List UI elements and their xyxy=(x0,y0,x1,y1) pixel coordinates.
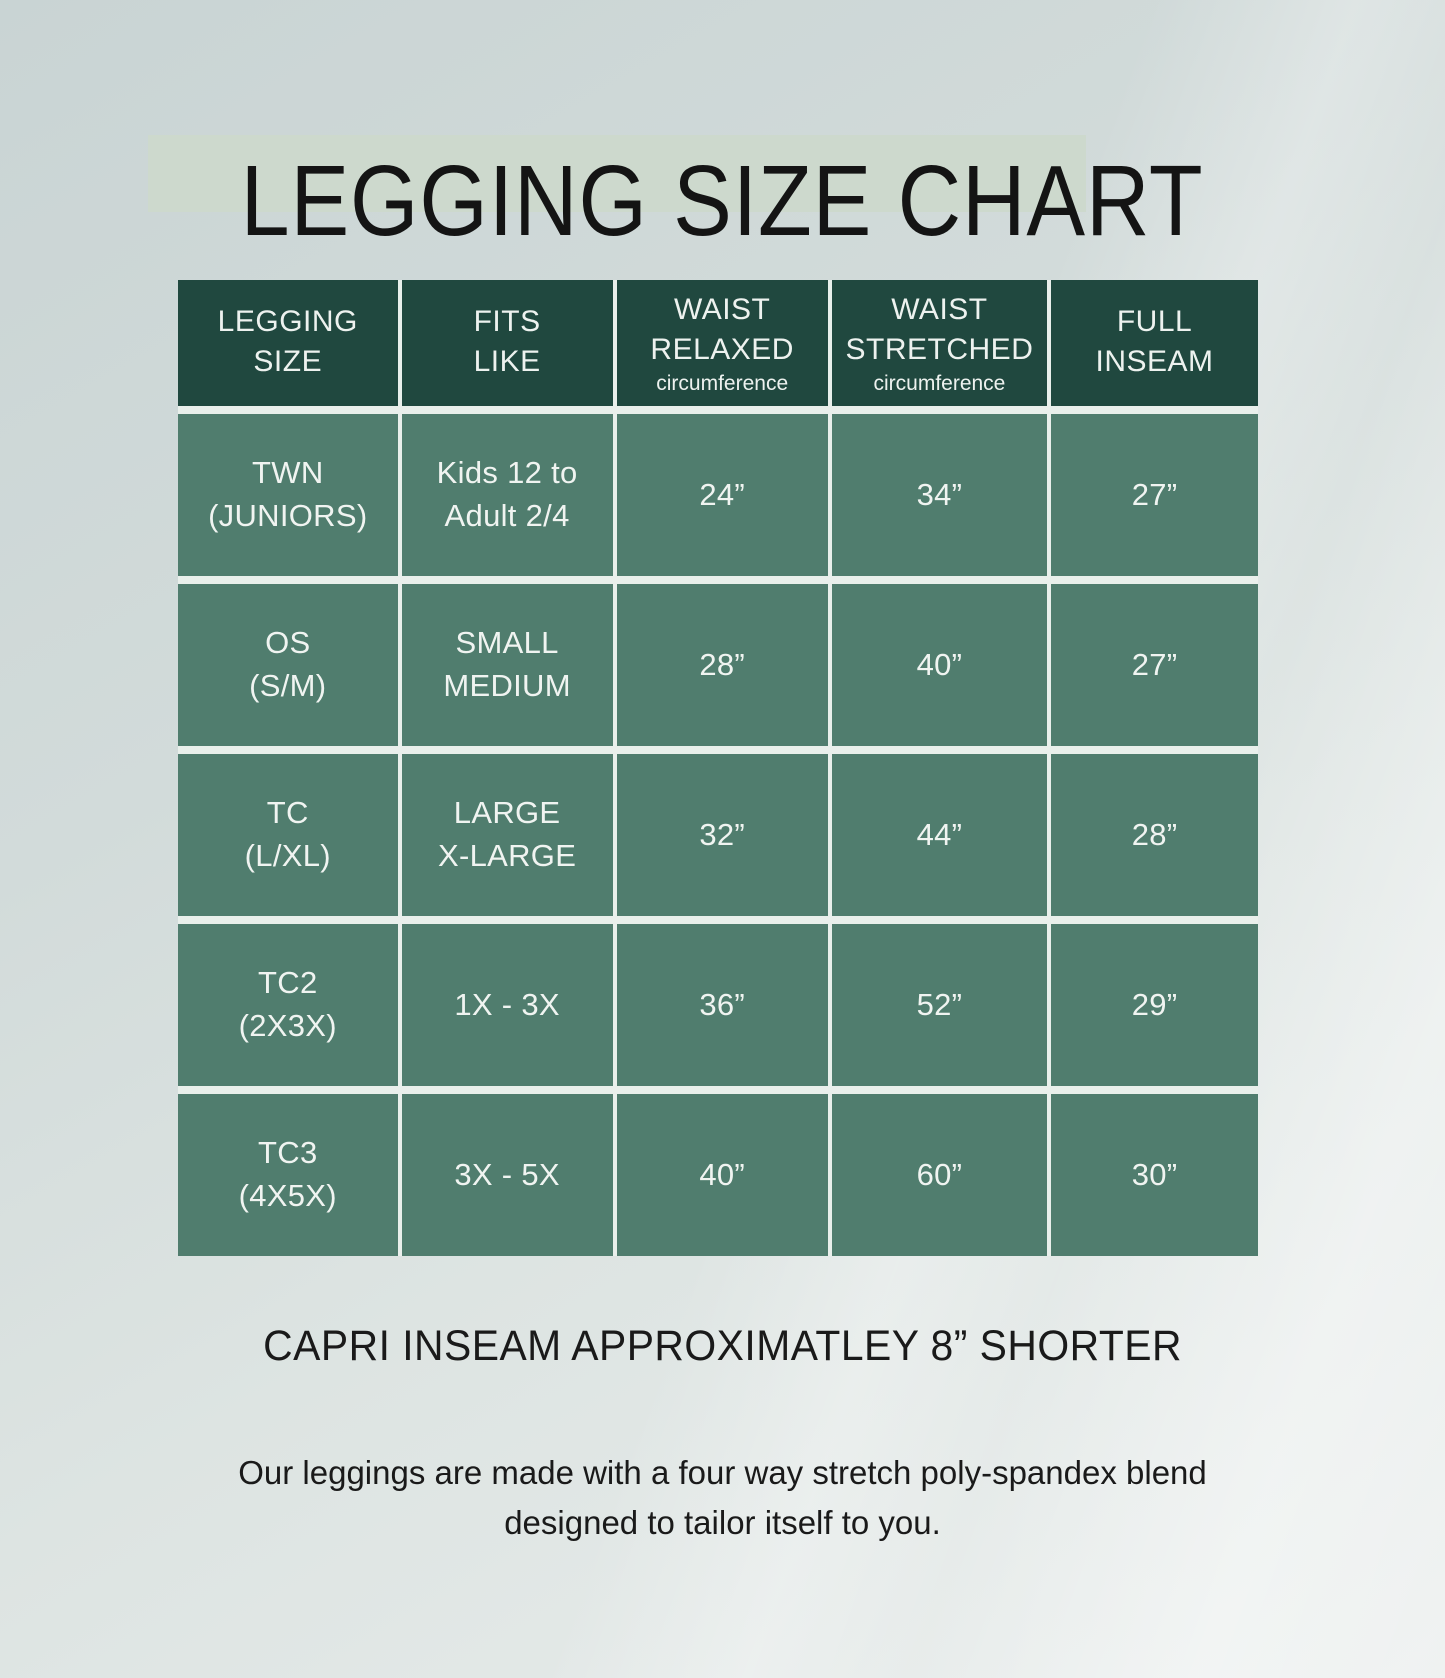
cell-waist-relaxed: 36” xyxy=(616,924,828,1086)
page-title: LEGGING SIZE CHART xyxy=(0,151,1445,251)
cell-waist-relaxed: 32” xyxy=(616,754,828,916)
cell-legging-size: OS (S/M) xyxy=(178,584,398,746)
cell-waist-stretched: 40” xyxy=(831,584,1048,746)
cell-full-inseam: 27” xyxy=(1051,584,1258,746)
cell-waist-relaxed: 40” xyxy=(616,1094,828,1256)
cell-legging-size: TC (L/XL) xyxy=(178,754,398,916)
cell-waist-relaxed: 28” xyxy=(616,584,828,746)
cell-fits-like: 3X - 5X xyxy=(401,1094,613,1256)
fabric-description: Our leggings are made with a four way st… xyxy=(238,1454,1207,1542)
header-cell-waist-stretched: WAIST STRETCHED circumference xyxy=(831,280,1048,406)
cell-full-inseam: 27” xyxy=(1051,414,1258,576)
cell-legging-size: TC3 (4X5X) xyxy=(178,1094,398,1256)
header-label: LEGGING SIZE xyxy=(217,305,358,378)
cell-waist-stretched: 44” xyxy=(831,754,1048,916)
cell-legging-size: TC2 (2X3X) xyxy=(178,924,398,1086)
cell-fits-like: Kids 12 to Adult 2/4 xyxy=(401,414,613,576)
cell-full-inseam: 28” xyxy=(1051,754,1258,916)
cell-fits-like: 1X - 3X xyxy=(401,924,613,1086)
header-cell-fits-like: FITS LIKE xyxy=(401,280,613,406)
header-cell-full-inseam: FULL INSEAM xyxy=(1051,280,1258,406)
header-sublabel: circumference xyxy=(873,371,1006,395)
cell-waist-relaxed: 24” xyxy=(616,414,828,576)
capri-inseam-note-text: CAPRI INSEAM APPROXIMATLEY 8” SHORTER xyxy=(263,1322,1182,1370)
header-sublabel: circumference xyxy=(656,371,789,395)
header-label: WAIST STRETCHED xyxy=(845,293,1034,366)
cell-fits-like: LARGE X-LARGE xyxy=(401,754,613,916)
cell-waist-stretched: 52” xyxy=(831,924,1048,1086)
cell-legging-size: TWN (JUNIORS) xyxy=(178,414,398,576)
title-highlight-band xyxy=(148,135,1086,212)
header-label: FITS LIKE xyxy=(473,305,541,378)
capri-inseam-note: CAPRI INSEAM APPROXIMATLEY 8” SHORTER xyxy=(0,1322,1445,1371)
cell-waist-stretched: 34” xyxy=(831,414,1048,576)
size-chart-table: LEGGING SIZE FITS LIKE WAIST RELAXED cir… xyxy=(178,280,1258,1256)
cell-full-inseam: 30” xyxy=(1051,1094,1258,1256)
header-cell-legging-size: LEGGING SIZE xyxy=(178,280,398,406)
header-label: FULL INSEAM xyxy=(1095,305,1214,378)
page-title-text: LEGGING SIZE CHART xyxy=(241,145,1204,257)
header-label: WAIST RELAXED xyxy=(650,293,794,366)
cell-fits-like: SMALL MEDIUM xyxy=(401,584,613,746)
cell-waist-stretched: 60” xyxy=(831,1094,1048,1256)
cell-full-inseam: 29” xyxy=(1051,924,1258,1086)
header-cell-waist-relaxed: WAIST RELAXED circumference xyxy=(616,280,828,406)
